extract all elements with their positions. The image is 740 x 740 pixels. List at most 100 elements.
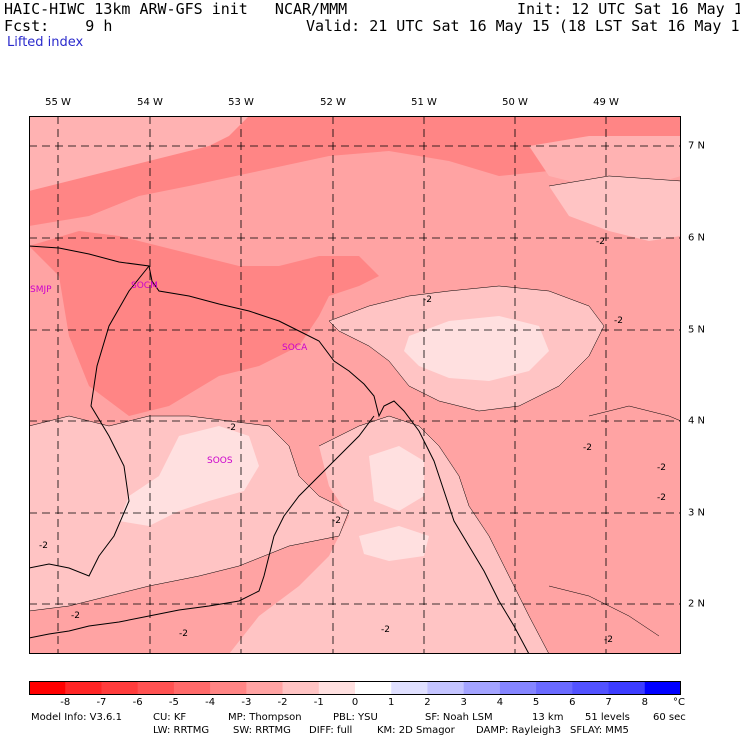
- footer-cu: CU: KF: [153, 712, 187, 723]
- forecast-hour: Fcst: 9 h: [4, 17, 113, 35]
- colorbar-swatch: [137, 681, 175, 695]
- contour-fill-light: [549, 176, 681, 241]
- colorbar-swatch: [463, 681, 501, 695]
- colorbar-tick-label: 8: [641, 697, 648, 708]
- contour-label: -2: [71, 611, 80, 621]
- lat-label: 3 N: [688, 507, 706, 519]
- field-name: Lifted index: [7, 35, 84, 50]
- lat-label: 7 N: [688, 140, 706, 152]
- footer-resolution: 13 km: [532, 712, 564, 723]
- footer-damp: DAMP: Rayleigh3: [476, 725, 562, 736]
- contour-label: -2: [596, 237, 605, 247]
- contour-fill-dark: [29, 231, 379, 416]
- colorbar-tick-label: 2: [424, 697, 431, 708]
- colorbar-tick-label: -3: [241, 697, 252, 708]
- lat-label: 4 N: [688, 415, 706, 427]
- contour-label: -2: [39, 541, 48, 551]
- colorbar-tick-label: -7: [96, 697, 107, 708]
- contour-fill-light: [29, 416, 349, 611]
- colorbar-swatch: [65, 681, 102, 695]
- lon-label: 54 W: [137, 97, 163, 108]
- contour-fill-light: [29, 116, 249, 191]
- contour-fill-neutral: [369, 446, 424, 511]
- contour-fill-neutral: [119, 426, 259, 526]
- map-frame: [29, 116, 681, 654]
- contour-label: -2: [227, 423, 236, 433]
- lon-label: 49 W: [593, 97, 619, 108]
- lon-label: 50 W: [502, 97, 528, 108]
- colorbar-swatch: [608, 681, 646, 695]
- footer-km: KM: 2D Smagor: [377, 725, 455, 736]
- station-label: SMJP: [30, 285, 52, 295]
- footer-sf: SF: Noah LSM: [425, 712, 493, 723]
- colorbar-frame: [29, 681, 681, 695]
- footer-sw: SW: RRTMG: [233, 725, 291, 736]
- contour-label: -2: [179, 629, 188, 639]
- colorbar-tick-label: -6: [132, 697, 143, 708]
- contour-fill-light: [529, 136, 681, 191]
- contour-label: -2: [657, 463, 666, 473]
- lat-label: 6 N: [688, 232, 706, 244]
- colorbar-swatch: [210, 681, 247, 695]
- contour-lines: [29, 175, 681, 654]
- colorbar-tick-label: 4: [496, 697, 504, 708]
- station-label: SOCM: [131, 281, 158, 291]
- contour-label: -2: [332, 516, 341, 526]
- colorbar-tick-label: -5: [168, 697, 179, 708]
- grid-lines: [29, 116, 681, 654]
- station-label: SOCA: [282, 343, 308, 353]
- contour-fill-neutral: [359, 526, 429, 561]
- colorbar-swatch: [536, 681, 573, 695]
- colorbar-tick-label: 0: [351, 697, 359, 708]
- lon-label: 52 W: [320, 97, 346, 108]
- footer-lw: LW: RRTMG: [153, 725, 210, 736]
- model-title: HAIC-HIWC 13km ARW-GFS init NCAR/MMM: [4, 0, 348, 18]
- colorbar-swatch: [318, 681, 356, 695]
- lat-label: 2 N: [688, 598, 706, 610]
- colorbar-tick-label: -2: [277, 697, 288, 708]
- lon-label: 55 W: [45, 97, 71, 108]
- colorbar-swatch: [173, 681, 211, 695]
- colorbar-swatch: [572, 681, 610, 695]
- footer-mp: MP: Thompson: [228, 712, 302, 723]
- colorbar: [29, 681, 681, 695]
- colorbar-swatch: [29, 681, 66, 695]
- footer-model-info: Model Info: V3.6.1: [31, 712, 122, 723]
- colorbar-swatch: [101, 681, 139, 695]
- colorbar-swatch: [391, 681, 428, 695]
- footer-timestep: 60 sec: [653, 712, 686, 723]
- colorbar-swatch: [644, 681, 681, 695]
- colorbar-swatch: [499, 681, 537, 695]
- lon-label: 53 W: [228, 97, 254, 108]
- lat-label: 5 N: [688, 324, 706, 336]
- colorbar-tick-label: 7: [605, 697, 612, 708]
- valid-time: Valid: 21 UTC Sat 16 May 15 (18 LST Sat …: [306, 17, 740, 35]
- station-label: SOOS: [207, 456, 233, 466]
- contour-label: -2: [604, 635, 613, 645]
- colorbar-tick-label: 1: [388, 697, 395, 708]
- colorbar-swatch: [282, 681, 320, 695]
- contour-label: -2: [381, 625, 390, 635]
- init-time: Init: 12 UTC Sat 16 May 15: [517, 0, 740, 18]
- colorbar-tick-label: 6: [569, 697, 576, 708]
- contour-label: -2: [423, 295, 432, 305]
- contour-label: -2: [657, 493, 666, 503]
- colorbar-swatch: [355, 681, 392, 695]
- footer-levels: 51 levels: [585, 712, 630, 723]
- colorbar-swatch: [427, 681, 465, 695]
- contour-label: -2: [583, 443, 592, 453]
- colorbar-tick-label: -8: [60, 697, 71, 708]
- colorbar-tick-label: 5: [532, 697, 540, 708]
- colorbar-unit: °C: [673, 697, 685, 708]
- footer-diff: DIFF: full: [309, 725, 353, 736]
- contour-fill-neutral: [404, 316, 549, 381]
- lifted-index-map: SMJP SOCM SOCA SOOS -2 -2 -2 -2 -2 -2 -2…: [29, 116, 681, 654]
- colorbar-tick-label: -4: [205, 697, 216, 708]
- contour-label: -2: [614, 316, 623, 326]
- colorbar-tick-label: 3: [460, 697, 467, 708]
- colorbar-swatch: [246, 681, 284, 695]
- colorbar-tick-label: -1: [313, 697, 324, 708]
- footer-pbl: PBL: YSU: [333, 712, 378, 723]
- footer-sflay: SFLAY: MM5: [570, 725, 629, 736]
- coastline: [29, 245, 530, 654]
